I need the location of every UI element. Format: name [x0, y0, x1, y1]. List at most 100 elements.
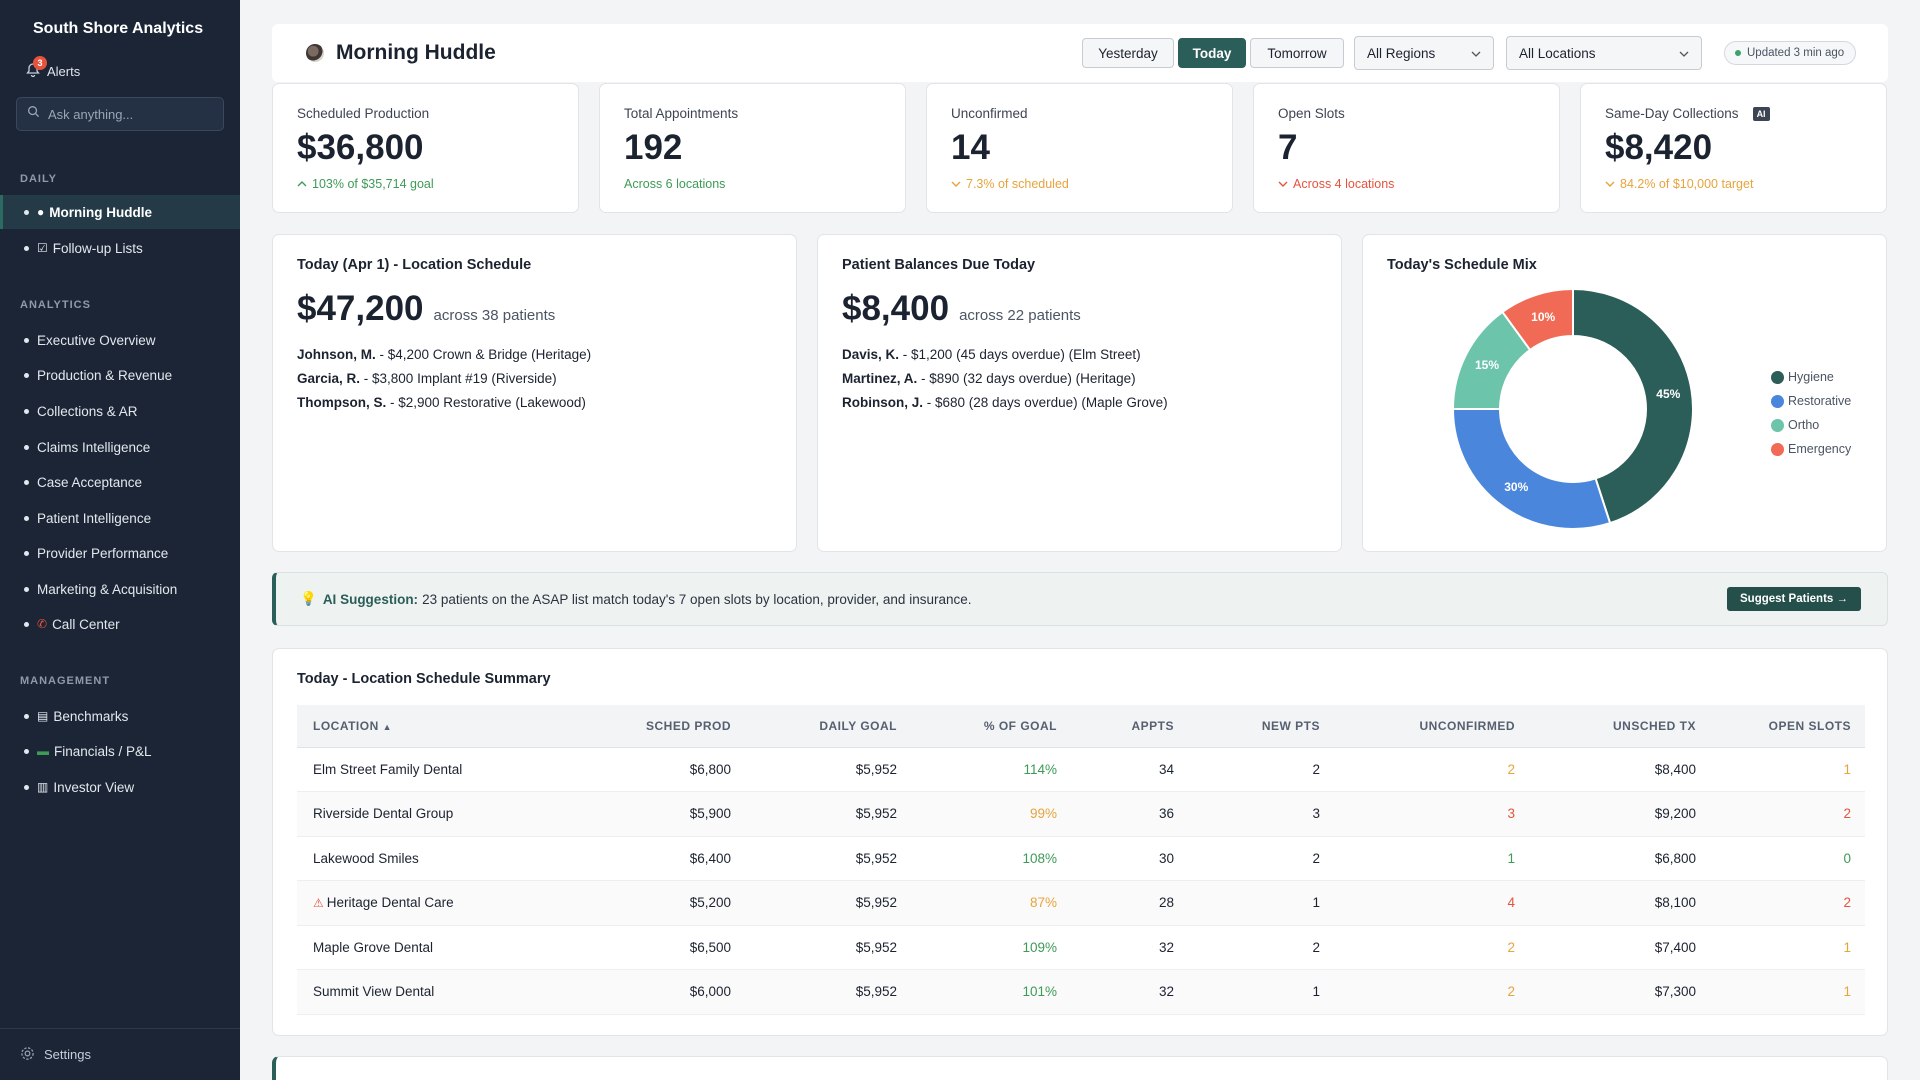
cell-new: 3 — [1312, 806, 1320, 822]
page-title-text: Morning Huddle — [336, 41, 496, 64]
sidebar-item-patient-intelligence[interactable]: Patient Intelligence — [0, 501, 240, 535]
huddle-icon — [306, 44, 324, 62]
slice-label: 10% — [1531, 310, 1555, 324]
today-button[interactable]: Today — [1178, 38, 1246, 68]
chart-legend: Hygiene Restorative Ortho Emergency — [1771, 365, 1851, 461]
ask-box[interactable] — [16, 97, 224, 131]
table-row[interactable]: Elm Street Family Dental $6,800 $5,952 114%… — [297, 747, 1865, 792]
kpi-sub-text: 103% of $35,714 goal — [312, 177, 434, 191]
table-row[interactable]: Riverside Dental Group $5,900 $5,952 99% 36 3… — [297, 791, 1865, 836]
sidebar-item-label: Patient Intelligence — [37, 510, 152, 526]
sidebar-item-investor-view[interactable]: ▥ Investor View — [0, 770, 240, 804]
kpi-value: 7 — [1278, 128, 1298, 167]
bullet-icon — [24, 444, 29, 450]
kpi-open-slots[interactable]: Open Slots 7 Across 4 locations — [1253, 83, 1560, 213]
column-header-unsched-tx[interactable]: UNSCHED TX — [1612, 718, 1696, 733]
table-row[interactable]: ⚠ Heritage Dental Care $5,200 $5,952 87% 28 1 4… — [297, 880, 1865, 925]
sidebar-item-call-center[interactable]: ✆ Call Center — [0, 607, 240, 641]
region-select[interactable]: All Regions — [1354, 36, 1494, 70]
bullet-icon — [24, 621, 29, 627]
cell-open: 2 — [1843, 895, 1851, 911]
column-header-pct-goal[interactable]: % OF GOAL — [983, 718, 1057, 733]
bullet-icon — [24, 408, 29, 414]
cell-goal: $5,952 — [855, 984, 897, 1000]
lightbulb-icon: 💡 — [300, 591, 317, 606]
column-header-new-pts[interactable]: NEW PTS — [1261, 718, 1320, 733]
chevron-down-icon — [1605, 181, 1615, 187]
location-name: Maple Grove Dental — [313, 939, 434, 955]
sidebar-item-benchmarks[interactable]: ▤ Benchmarks — [0, 699, 240, 733]
sidebar-item-provider-performance[interactable]: Provider Performance — [0, 536, 240, 570]
sidebar-item-label: Follow-up Lists — [52, 240, 143, 256]
sidebar-item-label: Case Acceptance — [37, 474, 143, 490]
donut-slice-emergency[interactable] — [1501, 287, 1574, 352]
phone-icon: ✆ — [37, 617, 48, 631]
sidebar-item-follow-up-lists[interactable]: ☑ Follow-up Lists — [0, 231, 240, 265]
table-row[interactable]: Summit View Dental $6,000 $5,952 101% 32 1 2 $7… — [297, 969, 1865, 1014]
cell-sched: $6,000 — [689, 984, 731, 1000]
patient-detail: - $1,200 (45 days overdue) (Elm Street) — [899, 347, 1141, 362]
cell-appts: 30 — [1158, 850, 1174, 866]
kpi-same-day-collections[interactable]: Same-Day Collections AI $8,420 84.2% of … — [1580, 83, 1887, 213]
legend-item[interactable]: Ortho — [1771, 413, 1851, 437]
column-header-daily-goal[interactable]: DAILY GOAL — [819, 718, 897, 733]
sidebar-item-executive-overview[interactable]: Executive Overview — [0, 323, 240, 357]
alerts-link[interactable]: 3 Alerts — [25, 56, 80, 80]
cell-unconf: 3 — [1507, 806, 1515, 822]
sidebar-item-claims-intelligence[interactable]: Claims Intelligence — [0, 430, 240, 464]
kpi-unconfirmed[interactable]: Unconfirmed 14 7.3% of scheduled — [926, 83, 1233, 213]
column-header-appts[interactable]: APPTS — [1131, 718, 1174, 733]
cell-open: 2 — [1843, 806, 1851, 822]
location-name: Lakewood Smiles — [313, 850, 419, 866]
list-item: Martinez, A. - $890 (32 days overdue) (H… — [842, 367, 1168, 391]
legend-item[interactable]: Restorative — [1771, 389, 1851, 413]
kpi-sub-text: 7.3% of scheduled — [966, 177, 1069, 191]
sidebar-item-production-revenue[interactable]: Production & Revenue — [0, 358, 240, 392]
sidebar-item-collections-ar[interactable]: Collections & AR — [0, 394, 240, 428]
alerts-badge: 3 — [33, 56, 47, 70]
column-header-open-slots[interactable]: OPEN SLOTS — [1768, 718, 1851, 733]
cell-unsched: $7,300 — [1654, 984, 1696, 1000]
next-card — [272, 1056, 1888, 1080]
legend-item[interactable]: Hygiene — [1771, 365, 1851, 389]
location-select[interactable]: All Locations — [1506, 36, 1702, 70]
ask-input[interactable] — [48, 106, 208, 122]
bullet-icon — [24, 713, 29, 719]
sidebar-item-marketing-acquisition[interactable]: Marketing & Acquisition — [0, 572, 240, 606]
bullet-icon — [24, 550, 29, 556]
chevron-down-icon — [951, 181, 961, 187]
patient-detail: - $4,200 Crown & Bridge (Heritage) — [375, 347, 592, 362]
kpi-scheduled-production[interactable]: Scheduled Production $36,800 103% of $35… — [272, 83, 579, 213]
sidebar-item-morning-huddle[interactable]: ● Morning Huddle — [0, 195, 240, 229]
yesterday-button[interactable]: Yesterday — [1082, 38, 1174, 68]
donut-slice-restorative[interactable] — [1451, 408, 1612, 530]
settings-link[interactable]: Settings — [0, 1028, 240, 1080]
patient-balances-card: Patient Balances Due Today $8,400 across… — [817, 234, 1342, 552]
sidebar-item-case-acceptance[interactable]: Case Acceptance — [0, 465, 240, 499]
donut-slice-hygiene[interactable] — [1572, 287, 1694, 525]
chevron-down-icon — [1471, 51, 1481, 57]
kpi-label: Total Appointments — [624, 106, 739, 121]
sidebar-item-label: Call Center — [52, 616, 120, 632]
list-item: Davis, K. - $1,200 (45 days overdue) (El… — [842, 343, 1168, 367]
cell-new: 1 — [1312, 984, 1320, 1000]
legend-item[interactable]: Emergency — [1771, 437, 1851, 461]
kpi-total-appointments[interactable]: Total Appointments 192 Across 6 location… — [599, 83, 906, 213]
sidebar-item-financials[interactable]: ▬ Financials / P&L — [0, 734, 240, 768]
column-header-unconfirmed[interactable]: UNCONFIRMED — [1419, 718, 1515, 733]
table-row[interactable]: Lakewood Smiles $6,400 $5,952 108% 30 2 1 $6,80… — [297, 836, 1865, 881]
cell-pct: 101% — [1022, 984, 1057, 1000]
legend-swatch — [1771, 370, 1784, 384]
list-item: Robinson, J. - $680 (28 days overdue) (M… — [842, 391, 1168, 415]
tomorrow-button[interactable]: Tomorrow — [1250, 38, 1344, 68]
sidebar-item-label: Claims Intelligence — [37, 439, 151, 455]
kpi-sub: 84.2% of $10,000 target — [1605, 177, 1753, 191]
table-row[interactable]: Maple Grove Dental $6,500 $5,952 109% 32 2 2 $7… — [297, 925, 1865, 970]
column-header-location[interactable]: LOCATION ▲ — [297, 705, 587, 747]
suggest-patients-button[interactable]: Suggest Patients → — [1727, 587, 1861, 611]
cell-new: 2 — [1312, 850, 1320, 866]
kpi-sub: Across 4 locations — [1278, 177, 1394, 191]
patient-name: Garcia, R. — [297, 371, 361, 386]
column-header-sched-prod[interactable]: SCHED PROD — [645, 718, 731, 733]
bullet-icon — [24, 586, 29, 592]
